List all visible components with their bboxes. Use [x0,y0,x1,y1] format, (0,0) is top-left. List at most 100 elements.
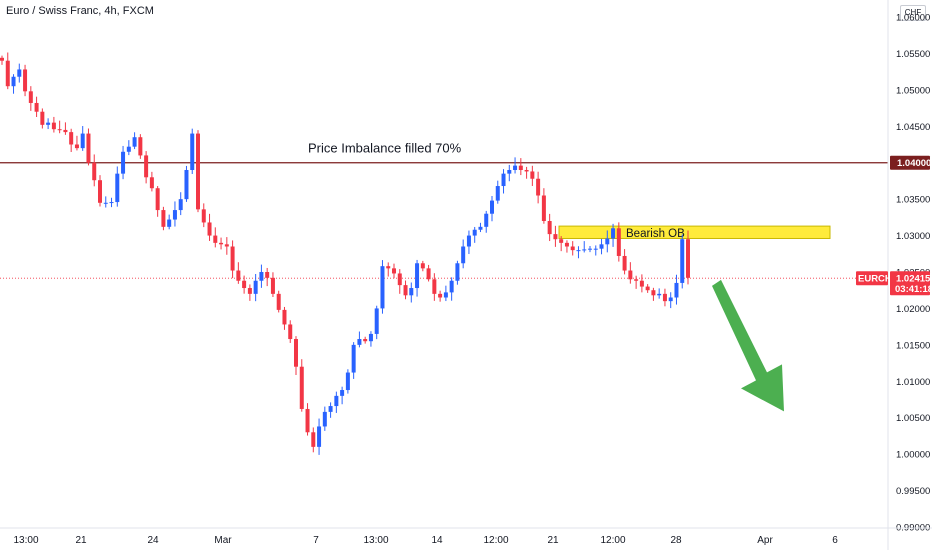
candle[interactable] [40,108,45,129]
candle[interactable] [461,239,466,269]
candle[interactable] [282,306,287,330]
candle[interactable] [334,391,339,413]
candle[interactable] [593,245,598,256]
candle[interactable] [680,234,685,289]
candle[interactable] [622,249,627,275]
candle[interactable] [74,135,79,151]
candle[interactable] [484,210,489,233]
candle[interactable] [443,285,448,302]
candle[interactable] [518,158,523,176]
candle[interactable] [328,402,333,418]
candle[interactable] [253,274,258,302]
candle[interactable] [455,260,460,285]
candle[interactable] [0,55,4,65]
candle[interactable] [634,275,639,289]
candle[interactable] [490,195,494,222]
candle[interactable] [340,386,345,405]
candle[interactable] [611,223,616,247]
candle[interactable] [397,269,402,294]
candle[interactable] [657,288,662,299]
candle[interactable] [305,403,310,436]
candle[interactable] [368,331,373,347]
candle[interactable] [536,171,541,204]
candle[interactable] [11,74,16,94]
candle[interactable] [51,116,56,133]
candle[interactable] [524,166,529,179]
candle[interactable] [570,241,575,256]
candle[interactable] [345,369,350,394]
candle[interactable] [109,197,114,208]
bearish-ob-rect[interactable] [558,225,831,239]
candle[interactable] [57,120,62,134]
candle[interactable] [80,126,85,151]
candle[interactable] [386,262,391,277]
candle[interactable] [299,359,304,412]
candle[interactable] [294,336,298,376]
candle[interactable] [605,230,610,253]
candle[interactable] [23,64,28,97]
candle[interactable] [276,290,281,313]
candle[interactable] [247,284,252,301]
candle[interactable] [513,157,518,174]
candle[interactable] [645,284,650,293]
candle[interactable] [311,427,316,453]
candle[interactable] [357,331,362,348]
candle[interactable] [132,132,137,150]
candle[interactable] [380,260,385,314]
candle[interactable] [196,130,200,213]
candle[interactable] [138,134,143,159]
candle[interactable] [121,145,126,180]
candle[interactable] [322,406,327,431]
candle[interactable] [588,245,592,253]
candle[interactable] [478,222,483,233]
candle[interactable] [599,238,604,255]
candle[interactable] [616,222,621,262]
candle[interactable] [662,288,667,307]
candle[interactable] [576,246,581,259]
candle[interactable] [213,227,218,248]
candle[interactable] [184,165,189,202]
candle[interactable] [103,196,108,208]
candle[interactable] [674,274,679,305]
down-arrow-icon[interactable] [712,279,784,412]
candle[interactable] [288,320,293,343]
candle[interactable] [426,264,431,282]
candle[interactable] [172,201,177,227]
candle[interactable] [420,260,425,272]
candle[interactable] [374,305,379,340]
candle[interactable] [5,52,10,90]
candle[interactable] [161,206,166,231]
candle[interactable] [639,274,644,293]
candle[interactable] [126,140,131,156]
candle[interactable] [265,267,270,287]
candle[interactable] [92,154,97,187]
candle[interactable] [98,175,102,207]
candle[interactable] [392,263,396,279]
candle[interactable] [317,418,322,455]
candle[interactable] [553,225,558,247]
candle[interactable] [351,342,356,379]
candle[interactable] [495,180,500,204]
candle[interactable] [63,122,68,135]
candle[interactable] [403,280,408,300]
candle[interactable] [270,272,275,298]
candle[interactable] [432,273,437,301]
candle[interactable] [651,287,656,301]
candle[interactable] [224,237,229,255]
candle[interactable] [259,264,264,288]
candle[interactable] [178,192,183,216]
candle[interactable] [564,240,569,253]
candle[interactable] [242,275,247,294]
candle[interactable] [230,240,235,279]
candle[interactable] [69,128,74,153]
candle[interactable] [628,262,633,284]
candle[interactable] [219,237,224,250]
candle[interactable] [86,128,91,166]
candle[interactable] [409,282,414,303]
candle[interactable] [668,292,673,309]
candle[interactable] [686,230,690,285]
currency-label[interactable]: CHF [900,5,926,21]
candle[interactable] [236,262,241,284]
candle[interactable] [472,226,477,243]
